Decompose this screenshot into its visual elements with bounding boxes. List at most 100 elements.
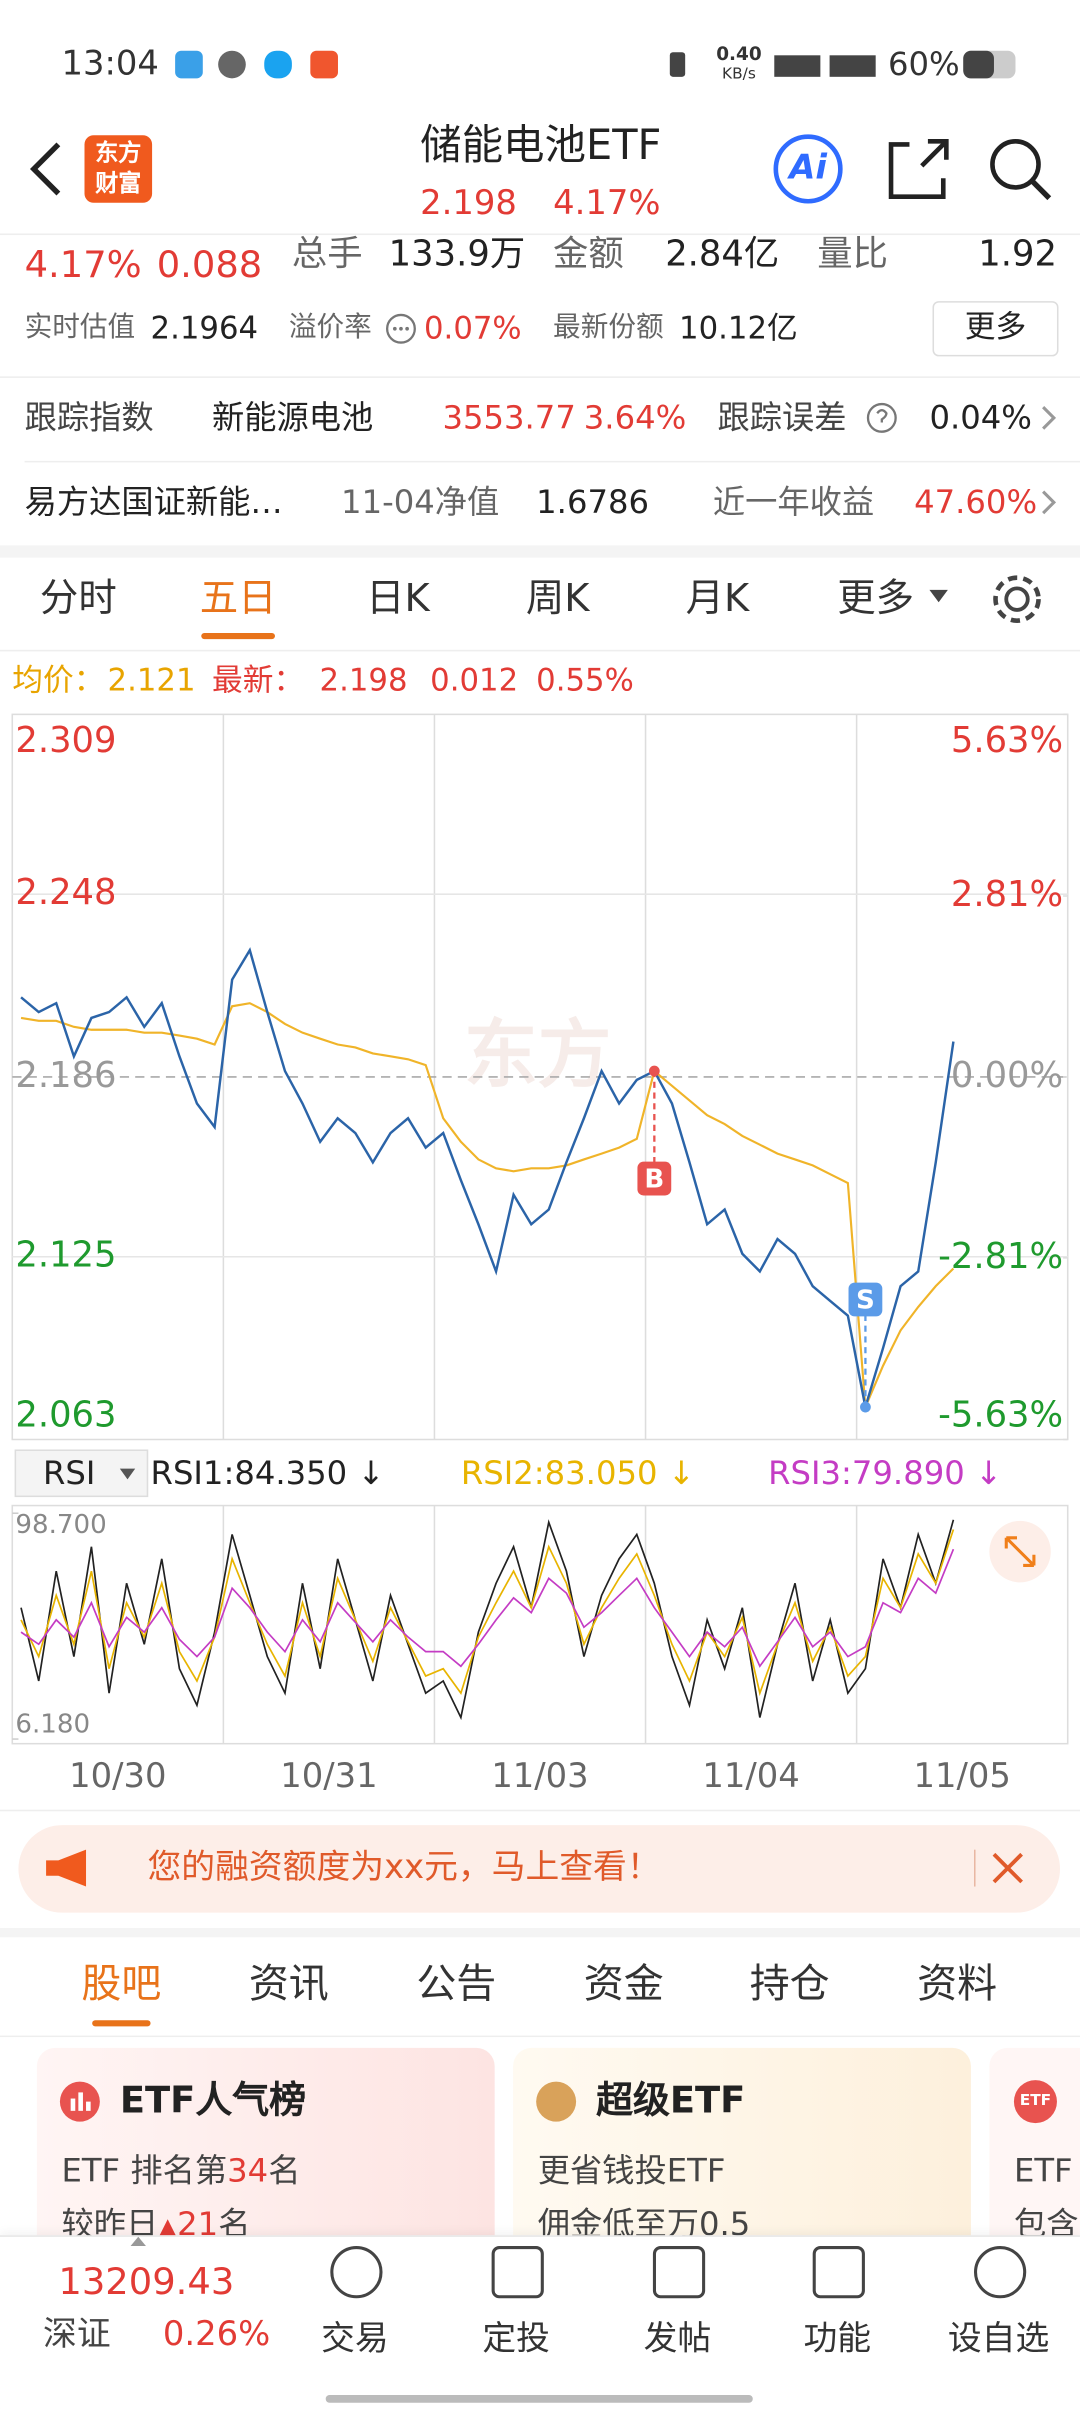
change-pct: 4.17% — [24, 243, 142, 287]
signal-icons — [669, 52, 876, 77]
chart-tab[interactable]: 日K — [366, 575, 430, 621]
y2-tick-label: 2.81% — [951, 874, 1063, 915]
card-rank: 34 — [227, 2152, 269, 2190]
status-time: 13:04 — [61, 45, 159, 84]
card[interactable] — [513, 2047, 971, 2263]
bottom-nav — [0, 2235, 1080, 2409]
quote-label: 量比 — [817, 234, 888, 275]
chevron[interactable] — [1039, 403, 1061, 434]
index-pct: 0.26% — [162, 2315, 271, 2355]
latest-value: 2.198 — [319, 661, 408, 699]
y2-tick-label: 0.00% — [951, 1055, 1063, 1096]
megaphone — [46, 1849, 87, 1887]
content-tab[interactable]: 资金 — [583, 1961, 664, 2008]
chart-tab[interactable]: 月K — [685, 575, 750, 621]
card-icon — [536, 2081, 577, 2122]
promo-close[interactable] — [989, 1850, 1026, 1887]
nav-icon[interactable] — [973, 2246, 1027, 2299]
battery-pct: 60% — [887, 45, 960, 83]
chart-tab[interactable]: 五日 — [199, 575, 277, 621]
card-title: ETF人气榜 — [119, 2078, 306, 2122]
promo-banner[interactable] — [18, 1825, 1061, 1913]
card-text-part: 名 — [268, 2152, 301, 2190]
net-unit: KB/s — [722, 66, 756, 84]
divider — [24, 460, 1080, 463]
signal-label: S — [856, 1286, 875, 1316]
share-button[interactable] — [885, 135, 953, 203]
promo-separator — [973, 1849, 976, 1887]
card-text-part: ETF 排名第 — [61, 2152, 228, 2190]
rsi-line — [20, 1519, 955, 1721]
more-text: 更多 — [964, 308, 1027, 345]
quote-value: 133.9万 — [388, 234, 526, 275]
nav-label[interactable]: 发帖 — [643, 2320, 712, 2359]
header-price: 2.198 — [420, 184, 517, 224]
error-label: 跟踪误差 — [717, 399, 847, 437]
quote-value: 2.84亿 — [665, 234, 780, 275]
chart-tab[interactable]: 周K — [525, 575, 590, 621]
card[interactable] — [36, 2047, 495, 2263]
ai-button[interactable] — [771, 132, 845, 206]
chevron[interactable] — [1039, 487, 1061, 518]
nav-label[interactable]: 功能 — [803, 2320, 872, 2359]
premium-label: 溢价率 — [288, 311, 372, 344]
icon-circle — [536, 2081, 577, 2122]
rsi-line — [20, 1548, 955, 1668]
info-icon[interactable] — [384, 312, 418, 346]
chart-tab[interactable]: 更多 — [837, 575, 915, 621]
divider — [0, 649, 1080, 652]
app-icon — [264, 50, 292, 79]
nav-label[interactable]: 交易 — [321, 2320, 389, 2359]
nav-label[interactable]: 定投 — [482, 2320, 550, 2359]
x-tick-label: 11/04 — [702, 1756, 799, 1795]
nav-label[interactable]: 设自选 — [947, 2320, 1050, 2359]
promo-text: 您的融资额度为xx元，马上查看！ — [147, 1848, 661, 1888]
quote-value: 1.92 — [978, 234, 1057, 275]
nav-handle — [130, 2236, 146, 2247]
nav-icon[interactable] — [491, 2246, 544, 2299]
megaphone-icon — [46, 1849, 87, 1887]
search-button[interactable] — [986, 135, 1054, 203]
rsi-legend: RSI2:83.050 ↓ — [461, 1454, 695, 1492]
settings-button[interactable] — [989, 571, 1044, 626]
vibrate-icon — [669, 52, 686, 77]
nav-icon[interactable] — [652, 2246, 706, 2299]
index-name: 深证 — [43, 2315, 111, 2355]
logo-text: 财富 — [95, 169, 142, 198]
index-value: 13209.43 — [58, 2260, 235, 2304]
x-tick-label: 11/05 — [913, 1756, 1010, 1795]
tab-underline — [92, 2020, 151, 2027]
ai-circle — [773, 134, 843, 204]
x-tick-label: 11/03 — [491, 1756, 588, 1795]
avg-line — [20, 1002, 955, 1408]
more-button[interactable] — [932, 301, 1059, 357]
tracking-error: 0.04% — [929, 399, 1032, 437]
nav-icon[interactable] — [330, 2246, 383, 2299]
section-gap — [0, 545, 1080, 558]
avg-value: 2.121 — [107, 661, 196, 699]
content-tab[interactable]: 资讯 — [248, 1961, 329, 2008]
x-tick-label: 10/31 — [280, 1756, 377, 1795]
logo-text: 东方 — [95, 138, 142, 167]
y2-tick-label: -5.63% — [938, 1394, 1063, 1435]
content-tab[interactable]: 持仓 — [749, 1961, 830, 2008]
content-tab[interactable]: 资料 — [917, 1961, 998, 2008]
help-icon[interactable] — [865, 401, 899, 435]
latest-change-pct: 0.55% — [536, 661, 634, 699]
latest-label: 最新： — [212, 661, 305, 699]
card-text: 更省钱投ETF — [537, 2152, 726, 2190]
ai-text: Ai — [789, 149, 827, 188]
back-button[interactable] — [22, 138, 68, 199]
nav: 1.6786 — [536, 483, 650, 521]
shares-label: 最新份额 — [553, 311, 664, 344]
logo[interactable] — [84, 135, 153, 203]
content-tab[interactable]: 公告 — [416, 1961, 497, 2008]
chart-tab[interactable]: 分时 — [39, 575, 117, 621]
nav-icon[interactable] — [812, 2246, 865, 2299]
card-icon — [59, 2081, 100, 2122]
content-tab[interactable]: 股吧 — [81, 1961, 162, 2008]
y-tick-label: 2.125 — [15, 1235, 116, 1276]
back-arrow — [29, 142, 61, 196]
